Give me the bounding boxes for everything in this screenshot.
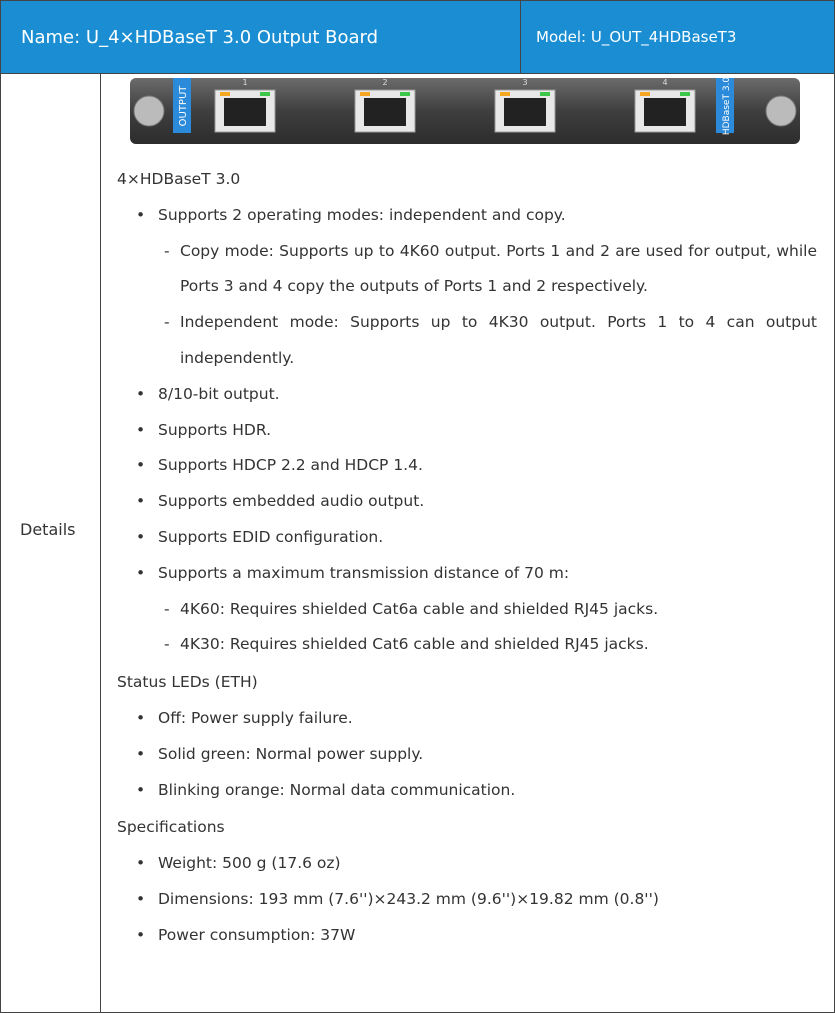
sub-item: Copy mode: Supports up to 4K60 output. P… [117, 234, 817, 306]
column-divider [100, 73, 101, 1013]
model-cell: Model: U_OUT_4HDBaseT3 [520, 0, 835, 74]
sub-item: 4K60: Requires shielded Cat6a cable and … [117, 592, 817, 628]
port-number: 3 [522, 78, 527, 87]
port-hole [224, 98, 266, 126]
bullet-item: Supports HDR. [117, 413, 817, 449]
screw [765, 95, 797, 127]
bullet-item: Supports EDID configuration. [117, 520, 817, 556]
board-label: OUTPUT [178, 85, 189, 127]
bullet-item: Supports HDCP 2.2 and HDCP 1.4. [117, 448, 817, 484]
port-hole [644, 98, 686, 126]
led [640, 92, 650, 96]
bullet-item: Weight: 500 g (17.6 oz) [117, 846, 817, 882]
port-number: 1 [242, 78, 247, 87]
bullet-item: Supports embedded audio output. [117, 484, 817, 520]
board-image: OUTPUT HDBaseT 3.0 1 2 3 4 [130, 77, 800, 144]
led [400, 92, 410, 96]
bullet-item: Off: Power supply failure. [117, 701, 817, 737]
bullet-item: Supports a maximum transmission distance… [117, 556, 817, 592]
bullet-item: Solid green: Normal power supply. [117, 737, 817, 773]
led [260, 92, 270, 96]
section-heading: Specifications [117, 818, 225, 837]
section-heading: 4×HDBaseT 3.0 [117, 170, 241, 188]
row-label: Details [20, 520, 76, 539]
port-number: 2 [382, 78, 387, 87]
details-content: 4×HDBaseT 3.0 Supports 2 operating modes:… [117, 160, 817, 954]
faceplate [130, 78, 800, 144]
bullet-item: Blinking orange: Normal data communicati… [117, 773, 817, 809]
label-strip [716, 78, 734, 133]
bullet-item: Power consumption: 37W [117, 918, 817, 954]
port-hole [364, 98, 406, 126]
board-label: HDBaseT 3.0 [722, 77, 732, 136]
bullet-item: Supports 2 operating modes: independent … [117, 198, 817, 234]
led [680, 92, 690, 96]
led [540, 92, 550, 96]
bullet-item: Dimensions: 193 mm (7.6'')×243.2 mm (9.6… [117, 882, 817, 918]
led [220, 92, 230, 96]
screw [133, 95, 165, 127]
led [500, 92, 510, 96]
port-hole [504, 98, 546, 126]
sub-item: Independent mode: Supports up to 4K30 ou… [117, 305, 817, 377]
port-number: 4 [662, 78, 667, 87]
section-heading: Status LEDs (ETH) [117, 673, 258, 692]
name-cell: Name: U_4×HDBaseT 3.0 Output Board [0, 0, 521, 74]
label-strip [173, 78, 191, 133]
bullet-item: 8/10-bit output. [117, 377, 817, 413]
sub-item: 4K30: Requires shielded Cat6 cable and s… [117, 627, 817, 663]
led [360, 92, 370, 96]
